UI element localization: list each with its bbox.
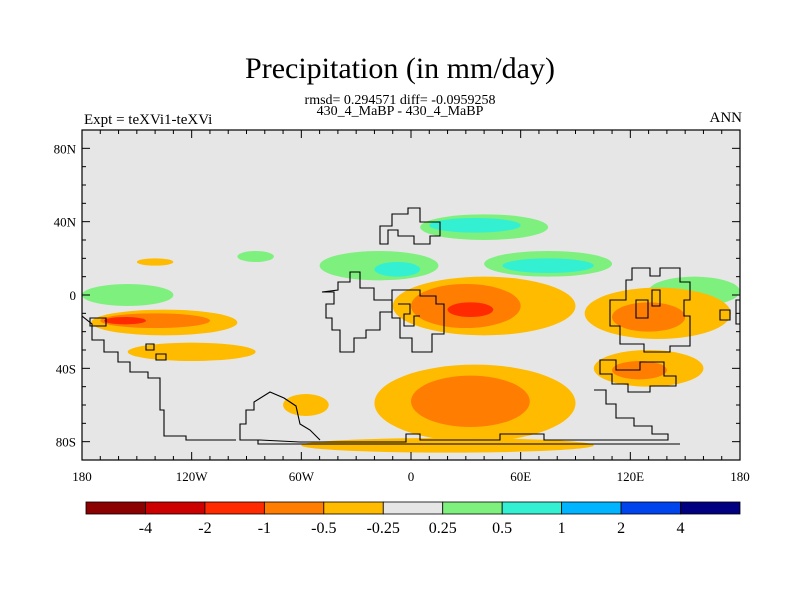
y-tick-label: 40N (54, 215, 77, 230)
colorbar-swatch-0 (85, 501, 146, 515)
coastline-africa (391, 289, 445, 353)
colorbar-label: -0.25 (367, 520, 400, 537)
contour-fill-layer (82, 214, 740, 453)
colorbar-label: 4 (677, 520, 685, 537)
plot-title: Precipitation (in mm/day) (245, 52, 555, 85)
y-tick-label: 40S (56, 361, 76, 376)
y-tick-label: 0 (70, 288, 77, 303)
stats-line: rmsd= 0.294571 diff= -0.0959258 (304, 93, 496, 108)
colorbar-label: -4 (139, 520, 152, 537)
colorbar-swatch-4 (323, 501, 384, 515)
coastline-antarctica (239, 389, 669, 443)
coastline-south-america (321, 271, 393, 353)
colorbar-swatch-6 (442, 501, 503, 515)
axis-tick-labels: 180 120W 60W 0 60E 120E 180 80N 40N 0 40S 80S (54, 141, 750, 484)
plot-subtitle: 430_4_MaBP - 430_4_MaBP (316, 104, 484, 119)
x-tick-label: 60E (510, 469, 531, 484)
colorbar-swatch-10 (680, 501, 741, 515)
contour-region-24 (283, 394, 329, 416)
coastline-australia (599, 359, 677, 393)
coastline-west-pacific-chain (82, 315, 236, 441)
colorbar-label: -1 (258, 520, 271, 537)
coastline-maritime (635, 289, 661, 319)
coastline-small-islands (89, 299, 740, 361)
contour-region-4 (136, 258, 174, 266)
contour-region-18 (612, 302, 686, 332)
coastline-asia-east (609, 267, 691, 353)
x-tick-label: 180 (730, 469, 750, 484)
colorbar-swatch-9 (620, 501, 681, 515)
experiment-label: Expt = teXVi1-teXVi (84, 112, 213, 128)
coastline-europe (379, 207, 441, 245)
contour-region-1 (100, 313, 210, 328)
contour-region-6 (237, 251, 274, 262)
contour-region-16 (447, 302, 494, 317)
x-tick-label: 0 (408, 469, 415, 484)
colorbar-swatch-8 (561, 501, 622, 515)
colorbar-label: 2 (617, 520, 625, 537)
x-tick-label: 120E (617, 469, 645, 484)
x-tick-label: 120W (176, 469, 209, 484)
colorbar-swatch-5 (382, 501, 444, 515)
colorbar: -4 -2 -1 -0.5 -0.25 0.25 0.5 1 2 4 (85, 501, 741, 537)
season-label: ANN (709, 110, 743, 126)
colorbar-swatch-3 (263, 501, 325, 515)
contour-region-12 (502, 258, 594, 273)
contour-region-2 (103, 317, 146, 325)
colorbar-label: -2 (198, 520, 211, 537)
contour-region-22 (411, 375, 530, 428)
coastline-africa-inner (398, 303, 420, 327)
colorbar-label: 0.5 (492, 520, 512, 537)
coastline-layer (82, 207, 740, 445)
colorbar-label: 1 (558, 520, 566, 537)
colorbar-swatch-1 (145, 501, 206, 515)
contour-region-3 (127, 342, 256, 362)
colorbar-label: 0.25 (429, 520, 457, 537)
y-tick-label: 80S (56, 435, 76, 450)
x-tick-label: 60W (289, 469, 315, 484)
x-tick-label: 180 (72, 469, 92, 484)
colorbar-label: -0.5 (311, 520, 336, 537)
axis-ticks (81, 130, 741, 460)
contour-region-10 (429, 218, 521, 233)
contour-region-5 (82, 284, 174, 306)
y-tick-label: 80N (54, 141, 77, 156)
contour-region-8 (374, 262, 421, 277)
coastline-antarctica-base (257, 440, 680, 445)
colorbar-swatch-7 (501, 501, 563, 515)
colorbar-swatch-2 (204, 501, 265, 515)
